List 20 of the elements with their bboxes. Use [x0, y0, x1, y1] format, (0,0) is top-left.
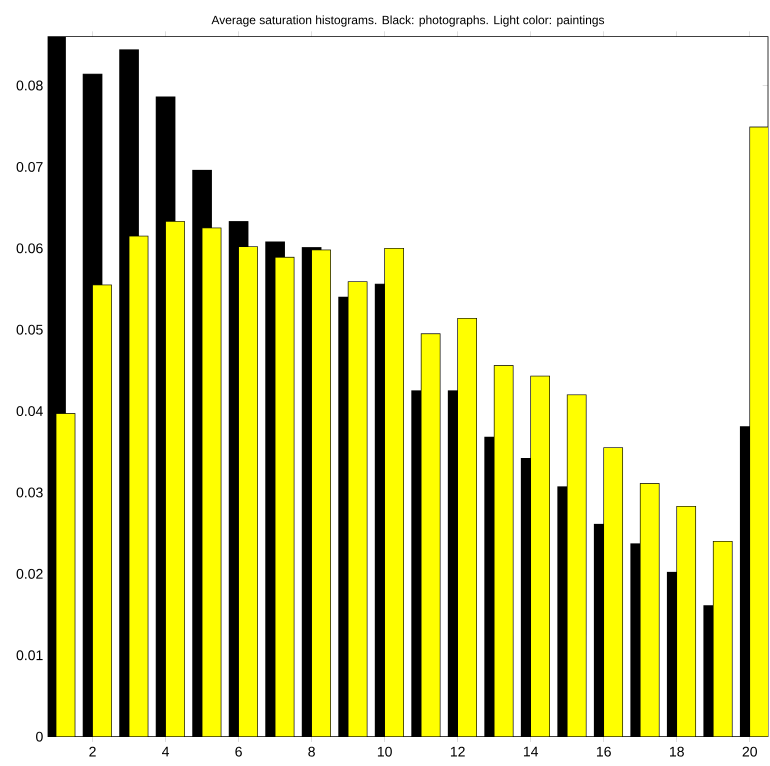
x-tick-label: 20	[742, 746, 757, 757]
y-tick-label: 0.05	[16, 324, 43, 335]
x-tick-label: 2	[89, 746, 96, 756]
x-tick-label: 16	[596, 746, 611, 757]
x-tick-label: 6	[235, 746, 242, 757]
y-tick-label: 0.07	[16, 162, 43, 172]
y-tick-label: 0.04	[16, 406, 43, 416]
chart-title: Average saturation histograms. Black: photographs. Light color: paintings	[211, 15, 604, 27]
x-tick-label: 14	[524, 746, 538, 756]
y-tick-label: 0.03	[16, 488, 43, 498]
x-tick-label: 18	[670, 746, 684, 757]
x-tick-label: 12	[450, 746, 465, 756]
y-tick-label: 0.01	[16, 650, 43, 660]
y-tick-label: 0	[36, 732, 43, 742]
x-tick-label: 8	[308, 746, 315, 757]
x-tick-label: 10	[378, 746, 392, 757]
y-tick-label: 0.08	[16, 80, 43, 90]
y-tick-label: 0.02	[16, 568, 43, 579]
x-tick-label: 4	[162, 746, 170, 756]
y-tick-label: 0.06	[16, 243, 43, 254]
